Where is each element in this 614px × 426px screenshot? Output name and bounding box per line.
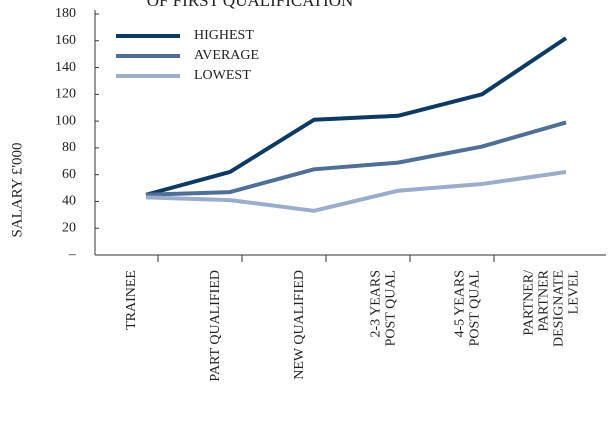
x-tick-label: NEW QUALIFIED xyxy=(292,270,307,380)
x-tick-label: 4-5 YEARSPOST QUAL xyxy=(453,270,483,346)
y-tick-label: 140 xyxy=(55,60,76,75)
y-tick-label: 60 xyxy=(62,167,76,182)
y-tick-label: 120 xyxy=(55,87,76,102)
y-tick-label: – xyxy=(68,247,77,262)
legend-label: AVERAGE xyxy=(194,48,259,63)
x-tick-label: TRAINEE xyxy=(124,270,139,330)
x-tick-label: PART QUALIFIED xyxy=(208,270,223,382)
y-tick-label: 180 xyxy=(55,6,76,21)
y-tick-label: 160 xyxy=(55,33,76,48)
legend-label: LOWEST xyxy=(194,68,251,83)
y-tick-label: 80 xyxy=(62,140,76,155)
series-line xyxy=(145,120,567,197)
y-axis-label: SALARY £'000 xyxy=(9,142,25,237)
series-line xyxy=(145,170,567,213)
x-tick-label: 2-3 YEARSPOST QUAL xyxy=(369,270,399,346)
y-tick-label: 40 xyxy=(62,194,76,209)
series-line xyxy=(145,36,568,197)
x-tick-label: PARTNER/PARTNERDESIGNATELEVEL xyxy=(522,269,582,347)
y-tick-label: 20 xyxy=(62,220,76,235)
chart-title: OF FIRST QUALIFICATION xyxy=(147,0,354,10)
y-tick-label: 100 xyxy=(55,113,76,128)
legend-label: HIGHEST xyxy=(194,28,254,43)
